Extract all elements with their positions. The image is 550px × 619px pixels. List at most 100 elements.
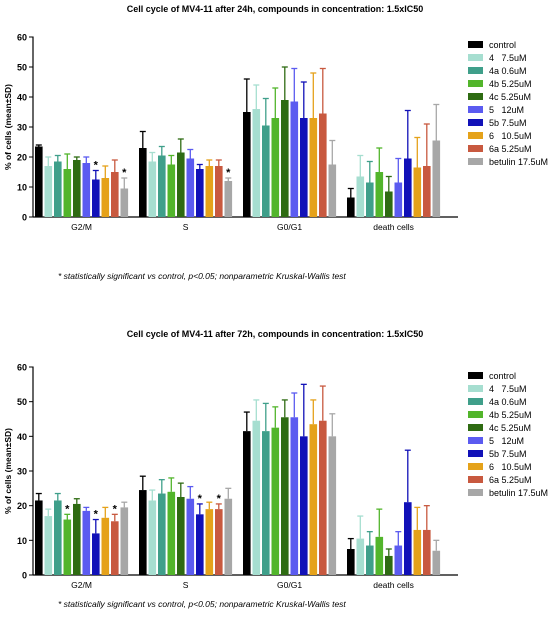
- legend-label: 4a 0.6uM: [489, 396, 527, 407]
- bar: [215, 509, 223, 575]
- bar: [413, 167, 422, 217]
- significance-marker: *: [113, 503, 118, 515]
- bar: [196, 514, 204, 575]
- x-tick-label: G0/G1: [277, 222, 302, 232]
- bar: [281, 100, 289, 217]
- bar: [63, 519, 72, 575]
- legend-item: 5b 7.5uM: [468, 447, 548, 460]
- bar: [394, 182, 403, 217]
- bar: [92, 533, 100, 575]
- x-tick-label: death cells: [373, 222, 414, 232]
- bar: [319, 420, 327, 575]
- legend-label: 5 12uM: [489, 435, 525, 446]
- bar: [404, 158, 412, 217]
- bar: [148, 500, 157, 575]
- bar: [205, 509, 214, 575]
- bar: [120, 507, 129, 575]
- bar: [54, 500, 62, 575]
- bar: [111, 172, 119, 217]
- bar: [300, 118, 308, 217]
- legend-label: 6 10.5uM: [489, 130, 532, 141]
- y-axis-label: % of cells (mean±SD): [3, 428, 13, 514]
- y-tick-label: 0: [22, 213, 27, 223]
- legend-item: 6 10.5uM: [468, 129, 548, 142]
- bar: [186, 158, 195, 217]
- bar: [375, 172, 384, 217]
- x-tick-label: G2/M: [71, 222, 92, 232]
- legend-swatch: [468, 119, 483, 126]
- bar: [423, 166, 431, 217]
- legend-item: 4 7.5uM: [468, 51, 548, 64]
- bar: [82, 510, 91, 575]
- bar: [73, 503, 81, 575]
- legend-swatch: [468, 158, 483, 165]
- legend-label: 6 10.5uM: [489, 461, 532, 472]
- legend-item: control: [468, 369, 548, 382]
- legend-swatch: [468, 476, 483, 483]
- significance-marker: *: [122, 167, 127, 179]
- legend-item: 4 7.5uM: [468, 382, 548, 395]
- legend-label: 5b 7.5uM: [489, 448, 527, 459]
- chart-panel-72h: Cell cycle of MV4-11 after 72h, compound…: [0, 325, 550, 619]
- significance-marker: *: [217, 493, 222, 505]
- significance-marker: *: [94, 509, 99, 521]
- chart-title: Cell cycle of MV4-11 after 24h, compound…: [126, 4, 424, 14]
- chart-panel-24h: Cell cycle of MV4-11 after 24h, compound…: [0, 0, 550, 300]
- legend-item: betulin 17.5uM: [468, 486, 548, 499]
- bar: [215, 166, 223, 217]
- legend-swatch: [468, 437, 483, 444]
- y-tick-label: 60: [17, 363, 27, 373]
- bar: [73, 160, 81, 217]
- bar: [366, 545, 374, 575]
- y-tick-label: 30: [17, 467, 27, 477]
- legend-label: 4 7.5uM: [489, 52, 527, 63]
- chart-footnote: * statistically significant vs control, …: [58, 599, 346, 609]
- legend-item: 6a 5.25uM: [468, 142, 548, 155]
- bar: [177, 152, 185, 217]
- bar: [177, 497, 185, 575]
- bar: [290, 417, 299, 575]
- bar: [35, 146, 43, 217]
- bar: [347, 549, 355, 575]
- bar: [300, 436, 308, 575]
- bar: [309, 118, 318, 217]
- legend-swatch: [468, 132, 483, 139]
- bar: [262, 125, 270, 217]
- legend-item: 4b 5.25uM: [468, 77, 548, 90]
- bar: [252, 420, 261, 575]
- legend-swatch: [468, 106, 483, 113]
- legend-label: 4a 0.6uM: [489, 65, 527, 76]
- significance-marker: *: [65, 503, 70, 515]
- bar: [44, 166, 53, 217]
- bar: [139, 148, 147, 217]
- legend-label: control: [489, 370, 517, 381]
- y-tick-label: 20: [17, 153, 27, 163]
- bar: [186, 498, 195, 575]
- legend-swatch: [468, 54, 483, 61]
- legend-label: 6a 5.25uM: [489, 143, 532, 154]
- legend-item: 5b 7.5uM: [468, 116, 548, 129]
- bar: [111, 521, 119, 575]
- legend-label: 4b 5.25uM: [489, 78, 532, 89]
- legend-label: control: [489, 39, 517, 50]
- legend-item: 5 12uM: [468, 434, 548, 447]
- bar: [158, 155, 166, 217]
- legend-swatch: [468, 67, 483, 74]
- legend-swatch: [468, 411, 483, 418]
- bar: [262, 431, 270, 575]
- bar: [167, 491, 176, 575]
- bar: [148, 161, 157, 217]
- bar: [404, 502, 412, 575]
- bar: [347, 197, 355, 217]
- bar: [101, 517, 110, 575]
- bar: [356, 176, 365, 217]
- legend-swatch: [468, 93, 483, 100]
- y-tick-label: 60: [17, 33, 27, 43]
- bar: [101, 178, 110, 217]
- legend-label: 5 12uM: [489, 104, 525, 115]
- legend-label: betulin 17.5uM: [489, 487, 549, 498]
- chart-plot-24h: % of cells (mean±SD) 0 10 20 30 40 50 60 * * G2/M *…: [3, 33, 458, 232]
- bar: [224, 498, 233, 575]
- bar: [413, 529, 422, 575]
- bar: [196, 169, 204, 217]
